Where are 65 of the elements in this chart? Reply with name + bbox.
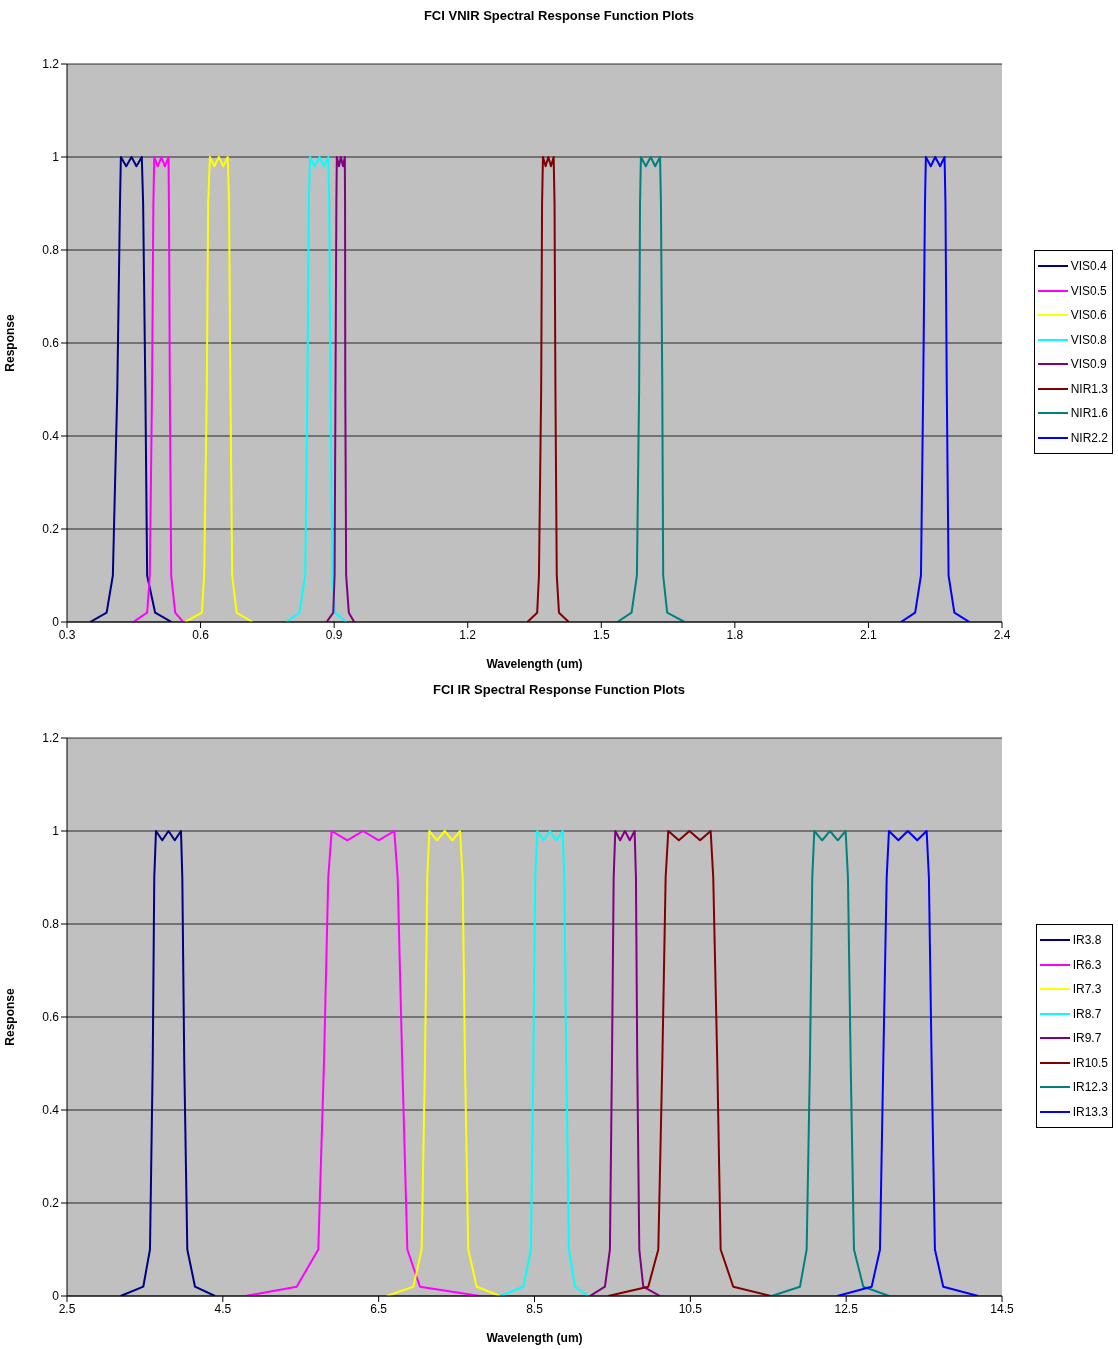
- x-tick-label: 1.5: [592, 627, 610, 642]
- line-series: [183, 156, 254, 622]
- legend-label: VIS0.8: [1070, 331, 1107, 349]
- y-tick-label: 1.2: [42, 731, 60, 746]
- x-tick-label: 4.5: [214, 1301, 232, 1316]
- legend-label: IR12.3: [1072, 1079, 1108, 1096]
- x-tick-label: 1.8: [726, 627, 744, 642]
- x-tick-label: 2.5: [58, 1301, 76, 1316]
- line-series: [770, 830, 891, 1296]
- line-series: [899, 156, 971, 622]
- line-series: [498, 830, 590, 1296]
- y-tick-label: 0.6: [42, 336, 60, 351]
- x-tick-label: 2.4: [993, 627, 1011, 642]
- legend-label: IR3.8: [1072, 932, 1102, 949]
- line-series: [325, 156, 356, 622]
- x-tick-label: 14.5: [990, 1301, 1014, 1316]
- legend-label: IR6.3: [1072, 956, 1102, 974]
- legend-label: VIS0.9: [1070, 356, 1107, 373]
- chart-title: FCI IR Spectral Response Function Plots: [431, 681, 687, 699]
- x-tick-label: 6.5: [370, 1301, 388, 1316]
- legend-label: VIS0.4: [1070, 258, 1107, 275]
- y-tick-label: 1.2: [42, 57, 60, 72]
- y-tick-label: 0.8: [42, 243, 60, 258]
- line-series: [616, 156, 686, 622]
- y-tick-label: 0.2: [42, 522, 60, 537]
- y-tick-label: 0.4: [42, 429, 60, 444]
- legend-label: IR9.7: [1072, 1030, 1102, 1047]
- y-tick-label: 0.2: [42, 1196, 60, 1211]
- x-tick-label: 10.5: [678, 1301, 703, 1316]
- x-axis-title: Wavelength (um): [486, 657, 583, 671]
- chart-title: FCI VNIR Spectral Response Function Plots: [422, 7, 696, 25]
- y-tick-label: 0.4: [42, 1103, 60, 1118]
- x-tick-label: 0.9: [325, 627, 343, 642]
- x-tick-label: 1.2: [459, 627, 477, 642]
- x-tick-label: 2.1: [860, 627, 878, 642]
- y-tick-label: 1: [52, 150, 60, 165]
- line-series: [285, 156, 348, 622]
- line-series: [385, 830, 501, 1296]
- x-tick-label: 0.6: [192, 627, 210, 642]
- legend-label: IR10.5: [1072, 1054, 1108, 1072]
- legend-label: VIS0.6: [1070, 307, 1107, 324]
- legend-label: NIR2.2: [1070, 429, 1108, 447]
- y-tick-label: 0: [52, 1289, 60, 1304]
- legend-label: IR13.3: [1072, 1103, 1108, 1121]
- x-tick-label: 8.5: [526, 1301, 544, 1316]
- x-axis-title: Wavelength (um): [486, 1331, 583, 1345]
- y-tick-label: 0: [52, 615, 60, 630]
- y-tick-label: 0.6: [42, 1010, 60, 1025]
- line-series: [132, 156, 185, 622]
- line-series: [119, 830, 216, 1296]
- legend-label: NIR1.3: [1070, 380, 1108, 398]
- y-tick-label: 1: [52, 824, 60, 839]
- legend-label: IR7.3: [1072, 981, 1102, 998]
- x-tick-label: 0.3: [58, 627, 76, 642]
- legend-label: NIR1.6: [1070, 405, 1108, 422]
- line-series: [588, 830, 661, 1296]
- line-series: [607, 830, 772, 1296]
- line-series: [89, 156, 173, 622]
- legend-label: IR8.7: [1072, 1005, 1102, 1023]
- y-tick-label: 0.8: [42, 917, 60, 932]
- x-tick-label: 12.5: [834, 1301, 859, 1316]
- legend-label: VIS0.5: [1070, 282, 1107, 300]
- y-axis-title: Response: [3, 314, 18, 372]
- line-series: [526, 156, 570, 622]
- y-axis-title: Response: [3, 988, 18, 1046]
